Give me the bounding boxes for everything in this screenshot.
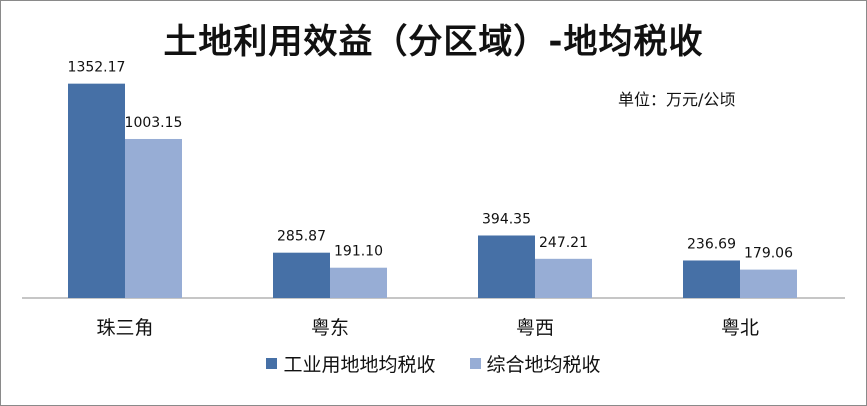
x-tick-label-0: 珠三角: [96, 317, 153, 339]
legend: 工业用地地均税收 综合地均税收: [0, 350, 867, 377]
bar-industrial-2: [478, 235, 535, 298]
bar-overall-1: [330, 267, 387, 298]
x-tick-label-3: 粤北: [721, 317, 759, 339]
data-label-overall-1: 191.10: [334, 244, 383, 260]
legend-label-overall: 综合地均税收: [486, 354, 601, 376]
bar-overall-3: [740, 269, 797, 298]
data-label-industrial-3: 236.69: [687, 236, 736, 252]
bar-overall-2: [535, 258, 592, 298]
data-label-industrial-1: 285.87: [277, 229, 326, 245]
chart-title: 土地利用效益（分区域）-地均税收: [163, 22, 704, 62]
bar-industrial-0: [68, 83, 125, 299]
data-label-overall-3: 179.06: [744, 246, 793, 262]
legend-label-industrial: 工业用地地均税收: [283, 354, 436, 376]
bar-overall-0: [125, 138, 182, 298]
data-label-industrial-0: 1352.17: [68, 60, 126, 76]
bar-industrial-3: [683, 260, 740, 298]
legend-swatch-industrial: [266, 358, 278, 369]
legend-item-overall: 综合地均税收: [469, 350, 601, 377]
data-label-industrial-2: 394.35: [482, 211, 531, 227]
bar-industrial-1: [273, 252, 330, 298]
data-label-overall-0: 1003.15: [125, 115, 183, 131]
unit-label: 单位：万元/公顷: [618, 90, 736, 109]
x-tick-label-1: 粤东: [311, 317, 349, 339]
legend-swatch-overall: [469, 358, 481, 369]
legend-item-industrial: 工业用地地均税收: [266, 350, 435, 377]
data-label-overall-2: 247.21: [539, 235, 588, 251]
x-tick-label-2: 粤西: [516, 317, 554, 339]
